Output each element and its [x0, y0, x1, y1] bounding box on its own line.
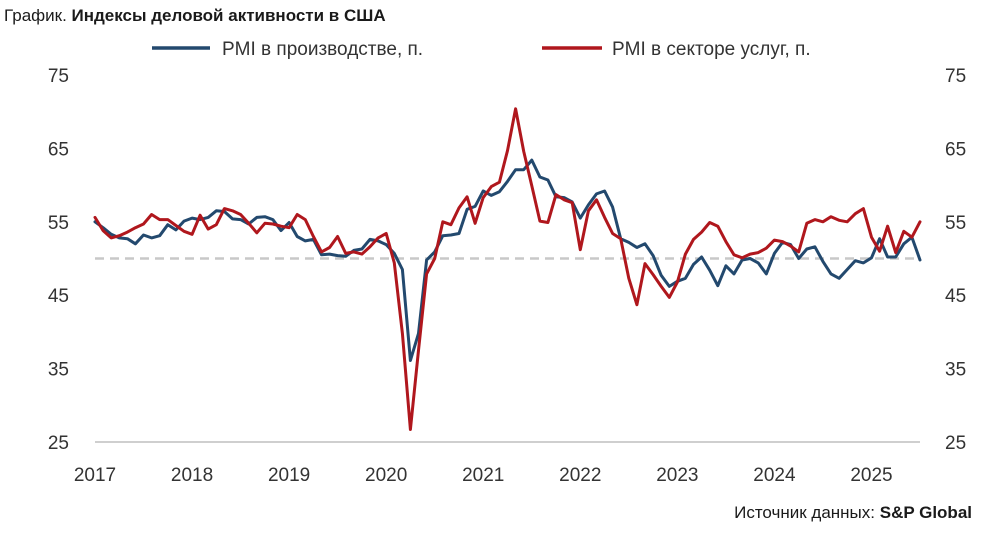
y-tick-label-right: 55: [945, 213, 966, 234]
x-tick-label: 2021: [462, 465, 504, 486]
y-tick-label-right: 75: [945, 66, 966, 87]
y-tick-label-right: 65: [945, 139, 966, 160]
x-tick-label: 2023: [656, 465, 698, 486]
chart-source: Источник данных: S&P Global: [734, 503, 972, 523]
y-tick-label-left: 55: [48, 213, 69, 234]
chart-title-main: Индексы деловой активности в США: [71, 6, 386, 25]
chart-title-prefix: График.: [4, 6, 72, 25]
series-line-1: [93, 158, 922, 362]
legend-label-1: PMI в производстве, п.: [222, 39, 423, 60]
y-tick-label-right: 25: [945, 433, 966, 454]
legend-label-2: PMI в секторе услуг, п.: [612, 39, 811, 60]
x-tick-label: 2022: [559, 465, 601, 486]
y-tick-label-left: 75: [48, 66, 69, 87]
chart-title: График. Индексы деловой активности в США: [4, 6, 386, 26]
x-tick-label: 2025: [850, 465, 892, 486]
legend: PMI в производстве, п. PMI в секторе услу…: [152, 39, 811, 60]
y-tick-label-right: 35: [945, 360, 966, 381]
x-tick-label: 2020: [365, 465, 407, 486]
y-tick-label-left: 45: [48, 286, 69, 307]
y-tick-label-left: 65: [48, 139, 69, 160]
y-tick-label-left: 25: [48, 433, 69, 454]
x-tick-label: 2019: [268, 465, 310, 486]
series-layer: [93, 107, 922, 431]
x-tick-label: 2018: [171, 465, 213, 486]
axis-layer: 25 25 35 35 45 45 55 55 65 65 75 75 2017 2018 2019 2020…: [48, 66, 966, 486]
y-tick-label-right: 45: [945, 286, 966, 307]
x-tick-label: 2017: [74, 465, 116, 486]
source-name: S&P Global: [879, 503, 972, 522]
source-prefix: Источник данных:: [734, 503, 880, 522]
x-tick-label: 2024: [753, 465, 796, 486]
y-tick-label-left: 35: [48, 360, 69, 381]
series-line-2: [93, 107, 922, 431]
